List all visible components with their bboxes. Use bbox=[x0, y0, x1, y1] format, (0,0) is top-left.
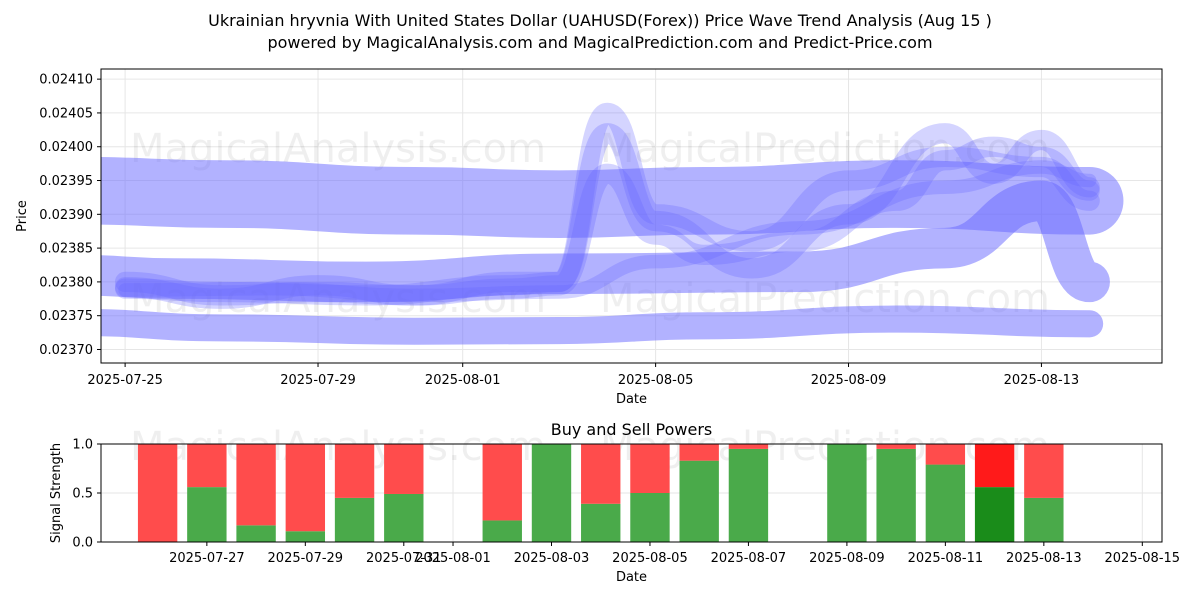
top-plot-frame bbox=[100, 68, 1163, 364]
wave-band-4 bbox=[114, 123, 1100, 306]
sell-bar bbox=[581, 444, 621, 504]
bottom-plot-frame bbox=[100, 443, 1163, 543]
buy-bar bbox=[384, 493, 424, 542]
sell-bar bbox=[974, 444, 1015, 488]
buy-bar bbox=[285, 531, 326, 542]
sell-bar bbox=[384, 444, 424, 494]
y-tick-label: 0.02390 bbox=[39, 208, 93, 223]
buy-bar bbox=[334, 497, 375, 542]
buy-bar bbox=[630, 493, 670, 542]
x-tick-label: 2025-07-31 bbox=[366, 551, 442, 566]
bottom-chart-title: Buy and Sell Powers bbox=[551, 420, 713, 439]
wave-bands bbox=[101, 102, 1124, 345]
wave-band-1 bbox=[101, 157, 1124, 238]
buy-bar bbox=[974, 487, 1015, 542]
sell-bar bbox=[876, 444, 916, 449]
buy-bar bbox=[679, 460, 719, 542]
wave-band-2 bbox=[101, 305, 1104, 345]
y-axis-label: Signal Strength bbox=[49, 443, 64, 543]
wave-band-3 bbox=[101, 180, 1110, 303]
y-tick-label: 0.02385 bbox=[39, 242, 93, 257]
y-tick-label: 0.02380 bbox=[39, 275, 93, 290]
x-axis-label: Date bbox=[616, 570, 647, 585]
y-axis-label: Price bbox=[15, 200, 30, 232]
x-tick-label: 2025-08-13 bbox=[1006, 551, 1082, 566]
x-tick-label: 2025-08-01 bbox=[415, 551, 491, 566]
buy-bar bbox=[482, 520, 522, 542]
price-wave-chart: 0.02370 0.02375 0.02380 0.02385 0.02390 0.023… bbox=[15, 68, 1163, 407]
buy-bar bbox=[531, 444, 572, 542]
buy-bar bbox=[581, 503, 621, 542]
sell-bar bbox=[1024, 444, 1064, 498]
buy-bar bbox=[187, 487, 227, 542]
x-tick-label: 2025-08-05 bbox=[618, 373, 694, 388]
sell-bar bbox=[334, 444, 375, 498]
wave-band-7 bbox=[114, 102, 1100, 306]
x-tick-label: 2025-08-03 bbox=[514, 551, 590, 566]
buy-bar bbox=[236, 525, 276, 542]
x-tick-label: 2025-07-25 bbox=[87, 373, 163, 388]
buy-bar bbox=[827, 444, 867, 542]
x-tick-label: 2025-08-09 bbox=[809, 551, 885, 566]
x-tick-label: 2025-08-07 bbox=[711, 551, 787, 566]
x-tick-label: 2025-08-11 bbox=[908, 551, 984, 566]
buy-bar bbox=[925, 464, 966, 542]
x-tick-label: 2025-07-27 bbox=[169, 551, 245, 566]
y-tick-label: 0.02375 bbox=[39, 309, 93, 324]
buy-sell-power-chart: Buy and Sell Powers 0.0 0.5 1.0 2025-07-27 20… bbox=[49, 420, 1180, 585]
buy-bar bbox=[728, 448, 769, 542]
sell-bar bbox=[728, 444, 769, 449]
x-tick-label: 2025-08-15 bbox=[1105, 551, 1181, 566]
x-tick-label: 2025-08-09 bbox=[811, 373, 887, 388]
sell-bar bbox=[630, 444, 670, 493]
x-tick-label: 2025-07-29 bbox=[268, 551, 344, 566]
sell-bar bbox=[236, 444, 276, 526]
sell-bar bbox=[285, 444, 326, 532]
y-tick-label: 0.0 bbox=[72, 536, 93, 551]
wave-band-6 bbox=[118, 160, 1097, 303]
sell-bar bbox=[187, 444, 227, 488]
chart-title-line1: Ukrainian hryvnia With United States Dol… bbox=[208, 11, 992, 30]
y-tick-label: 0.5 bbox=[72, 487, 93, 502]
x-tick-label: 2025-07-29 bbox=[280, 373, 356, 388]
x-tick-label: 2025-08-05 bbox=[612, 551, 688, 566]
sell-bar bbox=[482, 444, 522, 521]
y-tick-label: 1.0 bbox=[72, 438, 93, 453]
wave-band-5 bbox=[114, 136, 1100, 309]
buy-bar bbox=[1024, 497, 1064, 542]
x-tick-label: 2025-08-01 bbox=[425, 373, 501, 388]
buy-bar bbox=[876, 448, 916, 542]
y-tick-label: 0.02400 bbox=[39, 140, 93, 155]
sell-bar bbox=[925, 444, 966, 465]
chart-title-line2: powered by MagicalAnalysis.com and Magic… bbox=[267, 33, 932, 52]
x-axis-label: Date bbox=[616, 392, 647, 407]
sell-bar bbox=[137, 444, 178, 542]
y-tick-label: 0.02405 bbox=[39, 106, 93, 121]
sell-bar bbox=[679, 444, 719, 461]
x-tick-label: 2025-08-13 bbox=[1004, 373, 1080, 388]
y-tick-label: 0.02395 bbox=[39, 174, 93, 189]
y-tick-label: 0.02370 bbox=[39, 343, 93, 358]
y-tick-label: 0.02410 bbox=[39, 73, 93, 88]
